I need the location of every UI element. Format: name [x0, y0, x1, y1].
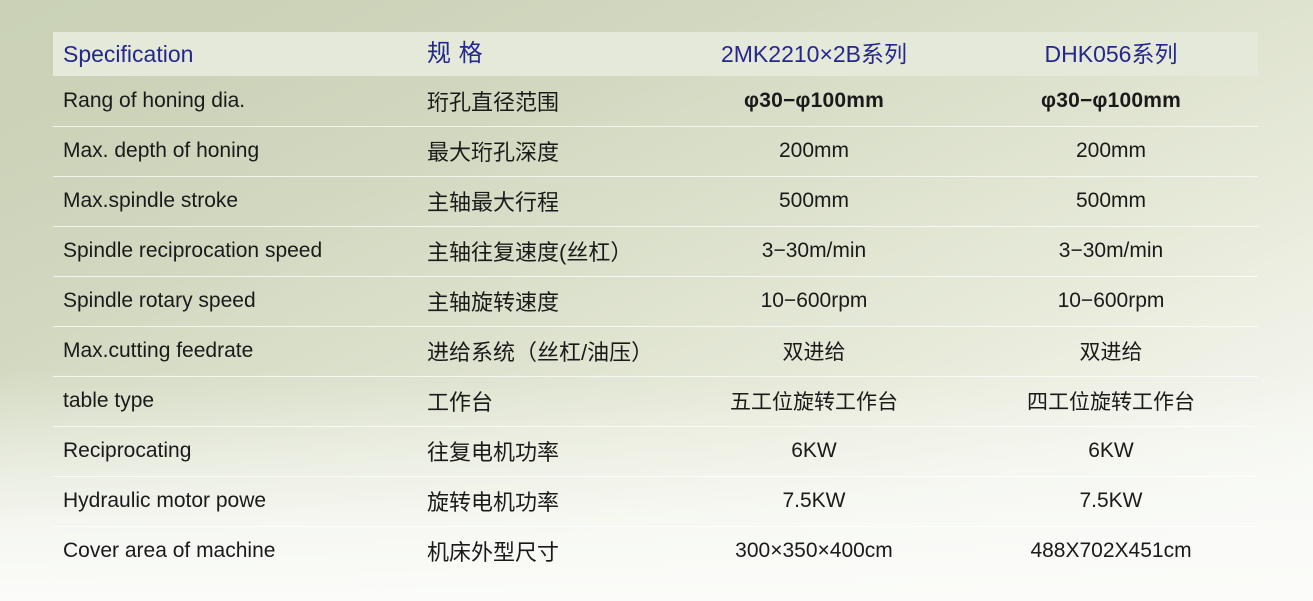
header-row: Specification 规 格 2MK2210×2B系列 DHK056系列: [53, 32, 1258, 76]
row-value-model-2: 7.5KW: [1079, 489, 1143, 512]
row-value-model-1: 200mm: [778, 139, 850, 162]
row-value-model-1: 300×350×400cm: [735, 539, 893, 563]
row-value-model-2: φ30−φ100mm: [1040, 88, 1182, 112]
row-label-en: Rang of honing dia.: [63, 88, 246, 112]
column-header-model-2: DHK056系列: [1044, 41, 1178, 67]
row-value-model-1: 五工位旋转工作台: [730, 391, 898, 414]
row-label-zh: 主轴最大行程: [427, 190, 560, 215]
row-value-model-2: 500mm: [1075, 189, 1147, 212]
row-value-model-1: 500mm: [778, 189, 850, 212]
table-row: Hydraulic motor powe 旋转电机功率 7.5KW 7.5KW: [53, 476, 1258, 526]
row-value-model-1: 7.5KW: [782, 489, 846, 512]
table-row: Max.spindle stroke 主轴最大行程 500mm 500mm: [53, 176, 1258, 226]
row-label-zh: 主轴旋转速度: [427, 290, 560, 315]
row-label-zh: 主轴往复速度(丝杠）: [427, 240, 633, 265]
row-label-en: Spindle rotary speed: [63, 289, 256, 312]
table-row: Max. depth of honing 最大珩孔深度 200mm 200mm: [53, 126, 1258, 176]
row-value-model-1: 6KW: [791, 439, 837, 462]
table-row: Spindle reciprocation speed 主轴往复速度(丝杠） 3…: [53, 226, 1258, 276]
row-label-en: Max.cutting feedrate: [63, 339, 254, 362]
row-value-model-2: 双进给: [1079, 341, 1143, 364]
row-value-model-1: 3−30m/min: [761, 239, 867, 262]
row-label-en: Spindle reciprocation speed: [63, 239, 323, 262]
row-value-model-1: 双进给: [782, 341, 846, 364]
table-body: Rang of honing dia. 珩孔直径范围 φ30−φ100mm φ3…: [53, 76, 1258, 576]
row-value-model-2: 3−30m/min: [1058, 239, 1164, 262]
row-value-model-2: 488X702X451cm: [1030, 539, 1192, 563]
table-row: Cover area of machine 机床外型尺寸 300×350×400…: [53, 526, 1258, 576]
row-label-zh: 进给系统（丝杠/油压）: [427, 340, 654, 365]
row-label-zh: 机床外型尺寸: [427, 540, 560, 566]
row-value-model-2: 6KW: [1088, 439, 1134, 462]
column-header-specification-en: Specification: [63, 41, 194, 67]
row-label-en: Max. depth of honing: [63, 139, 260, 162]
row-value-model-2: 200mm: [1075, 139, 1147, 162]
specification-table: Specification 规 格 2MK2210×2B系列 DHK056系列 …: [53, 32, 1258, 576]
row-label-en: table type: [63, 389, 155, 412]
row-value-model-2: 四工位旋转工作台: [1027, 391, 1195, 414]
table-header: Specification 规 格 2MK2210×2B系列 DHK056系列: [53, 32, 1258, 76]
row-value-model-1: 10−600rpm: [760, 289, 868, 312]
row-label-zh: 往复电机功率: [427, 440, 560, 465]
row-value-model-1: φ30−φ100mm: [743, 88, 885, 112]
table-row: Reciprocating 往复电机功率 6KW 6KW: [53, 426, 1258, 476]
row-label-en: Max.spindle stroke: [63, 189, 239, 212]
row-label-en: Reciprocating: [63, 439, 192, 462]
row-label-zh: 工作台: [427, 390, 494, 415]
row-label-en: Cover area of machine: [63, 539, 276, 563]
row-value-model-2: 10−600rpm: [1057, 289, 1165, 312]
row-label-zh: 旋转电机功率: [427, 490, 560, 515]
table-row: table type 工作台 五工位旋转工作台 四工位旋转工作台: [53, 376, 1258, 426]
column-header-specification-zh: 规 格: [427, 40, 484, 67]
table-row: Rang of honing dia. 珩孔直径范围 φ30−φ100mm φ3…: [53, 76, 1258, 126]
row-label-zh: 最大珩孔深度: [427, 140, 560, 165]
column-header-model-1: 2MK2210×2B系列: [720, 41, 908, 67]
table-row: Spindle rotary speed 主轴旋转速度 10−600rpm 10…: [53, 276, 1258, 326]
row-label-zh: 珩孔直径范围: [427, 89, 560, 115]
table-row: Max.cutting feedrate 进给系统（丝杠/油压） 双进给 双进给: [53, 326, 1258, 376]
row-label-en: Hydraulic motor powe: [63, 489, 267, 512]
